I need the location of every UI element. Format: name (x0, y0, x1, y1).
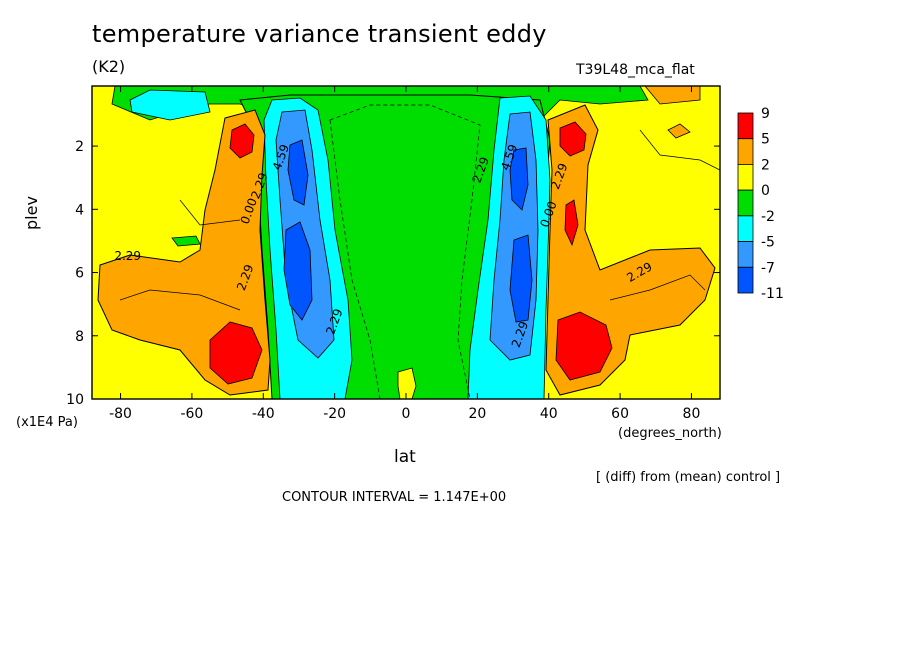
x-tick-label: 80 (683, 406, 701, 422)
y-tick-label: 6 (75, 266, 84, 282)
x-tick-label: -60 (180, 406, 203, 422)
x-tick-label: -40 (252, 406, 275, 422)
colorbar-swatch (737, 164, 754, 191)
field-neg-core-right-lower (509, 234, 533, 323)
contour-line-pos-right-inner (609, 274, 706, 301)
x-axis-units: (degrees_north) (618, 426, 722, 441)
x-tick-label: 0 (402, 406, 411, 422)
x-tick-label: 40 (540, 406, 558, 422)
chart-title: temperature variance transient eddy (92, 20, 547, 48)
colorbar-label: -11 (761, 286, 784, 302)
contour-line-neg-center-2 (329, 119, 381, 399)
contour-lines (119, 104, 720, 399)
contour-line-pos-right-outer (639, 129, 720, 171)
colorbar-label: -7 (761, 260, 775, 276)
x-ticks: -80 -60 -40 -20 0 20 40 60 80 (109, 86, 700, 422)
colorbar-label: -2 (761, 209, 775, 225)
field-pos-red-left-lower (209, 321, 263, 385)
y-tick-label: 8 (75, 329, 84, 345)
x-axis-label: lat (394, 447, 416, 467)
contour-interval: CONTOUR INTERVAL = 1.147E+00 (282, 490, 507, 505)
colorbar-label: 5 (761, 132, 770, 148)
field-pos-red-right-mid (564, 199, 579, 247)
field-pos-orange-top-right (644, 86, 701, 105)
field-pos-yellow-bottom-center (397, 367, 417, 399)
field-pos-red-right-lower (555, 311, 613, 381)
colorbar-swatch (737, 241, 754, 268)
field-near-zero-small-left (171, 235, 201, 247)
field-pos-red-right-upper (559, 121, 587, 157)
colorbar-swatch (737, 215, 754, 242)
field-pos-red-left-upper (229, 123, 255, 159)
field-neg-cyan-top-left (129, 89, 211, 121)
colorbar-label: 0 (761, 183, 770, 199)
colorbar-label: -5 (761, 235, 775, 251)
contour-line-pos-left-inner (119, 289, 241, 311)
field-neg-core-left-lower (283, 221, 313, 321)
y-axis-units: (x1E4 Pa) (16, 415, 78, 430)
colorbar-swatch (737, 189, 754, 217)
chart-units: (K2) (92, 57, 126, 76)
contour-line-pos-left-outer (179, 199, 241, 226)
x-tick-label: -80 (109, 406, 132, 422)
colorbar-label: 9 (761, 106, 770, 122)
x-tick-label: -20 (323, 406, 346, 422)
y-ticks: 2 4 6 8 10 (66, 139, 720, 408)
colorbar-swatch (737, 112, 754, 140)
colorbar: 9 5 2 0 -2 -5 -7 -11 (737, 106, 784, 302)
x-tick-label: 60 (611, 406, 629, 422)
field-pos-orange-left (97, 109, 271, 396)
contour-line-neg-center (329, 104, 481, 399)
x-tick-label: 20 (468, 406, 486, 422)
y-tick-label: 4 (75, 202, 84, 218)
diff-note: [ (diff) from (mean) control ] (596, 470, 781, 485)
colorbar-label: 2 (761, 157, 770, 173)
colorbar-swatch (737, 266, 754, 294)
run-id: T39L48_mca_flat (576, 62, 695, 78)
field-pos-orange-small-right (667, 123, 691, 139)
colorbar-swatch (737, 138, 754, 165)
field-neg-core-left-upper (287, 139, 309, 206)
contour-label: 2.29 (114, 249, 141, 263)
y-tick-label: 10 (66, 392, 84, 408)
field-neg-core-right-upper (509, 147, 529, 211)
y-tick-label: 2 (75, 139, 84, 155)
contour-fields (92, 86, 720, 399)
